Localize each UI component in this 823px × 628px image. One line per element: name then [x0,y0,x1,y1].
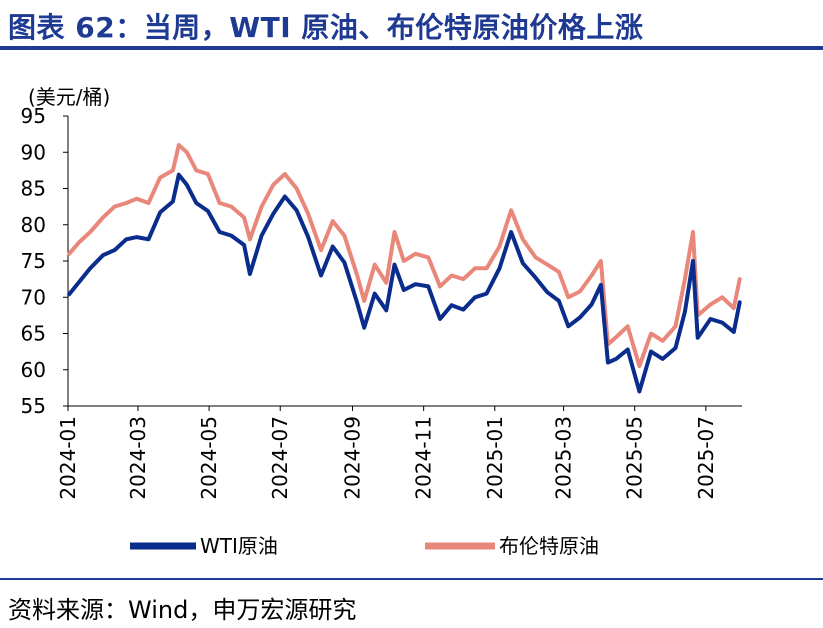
legend-label-wti: WTI原油 [200,534,278,558]
y-tick-label: 65 [21,322,46,346]
x-tick-label: 2025-03 [552,416,576,500]
y-tick-label: 85 [21,177,46,201]
series-line-wti [67,172,742,394]
y-tick-label: 55 [21,394,46,418]
series-group [67,143,742,394]
y-unit-label: (美元/桶) [28,85,110,109]
y-tick-label: 70 [21,285,46,309]
line-chart: (美元/桶) 55 60 65 70 75 80 85 90 95 2024-01 2024-03 2… [21,85,742,558]
x-tick-label: 2024-01 [56,416,80,500]
legend-label-brent: 布伦特原油 [499,534,599,558]
y-tick-label: 90 [21,140,46,164]
y-tick-label: 95 [21,104,46,128]
series-line-brent [67,143,742,369]
chart-title: 图表 62：当周，WTI 原油、布伦特原油价格上涨 [8,11,644,44]
footer-divider [0,578,823,580]
x-tick-label: 2024-07 [268,416,292,500]
axes: (美元/桶) 55 60 65 70 75 80 85 90 95 2024-01 2024-03 2… [21,85,742,500]
source-note: 资料来源：Wind，申万宏源研究 [8,596,357,624]
x-tick-label: 2025-01 [483,416,507,500]
x-tick-label: 2025-07 [694,416,718,500]
y-tick-label: 80 [21,213,46,237]
y-tick-label: 60 [21,358,46,382]
x-tick-label: 2024-09 [341,416,365,500]
x-tick-label: 2024-05 [197,416,221,500]
x-tick-label: 2025-05 [623,416,647,500]
title-divider [0,46,823,50]
legend: WTI原油 布伦特原油 [130,534,599,558]
x-tick-label: 2024-03 [126,416,150,500]
x-tick-label: 2024-11 [412,416,436,500]
y-tick-label: 75 [21,249,46,273]
